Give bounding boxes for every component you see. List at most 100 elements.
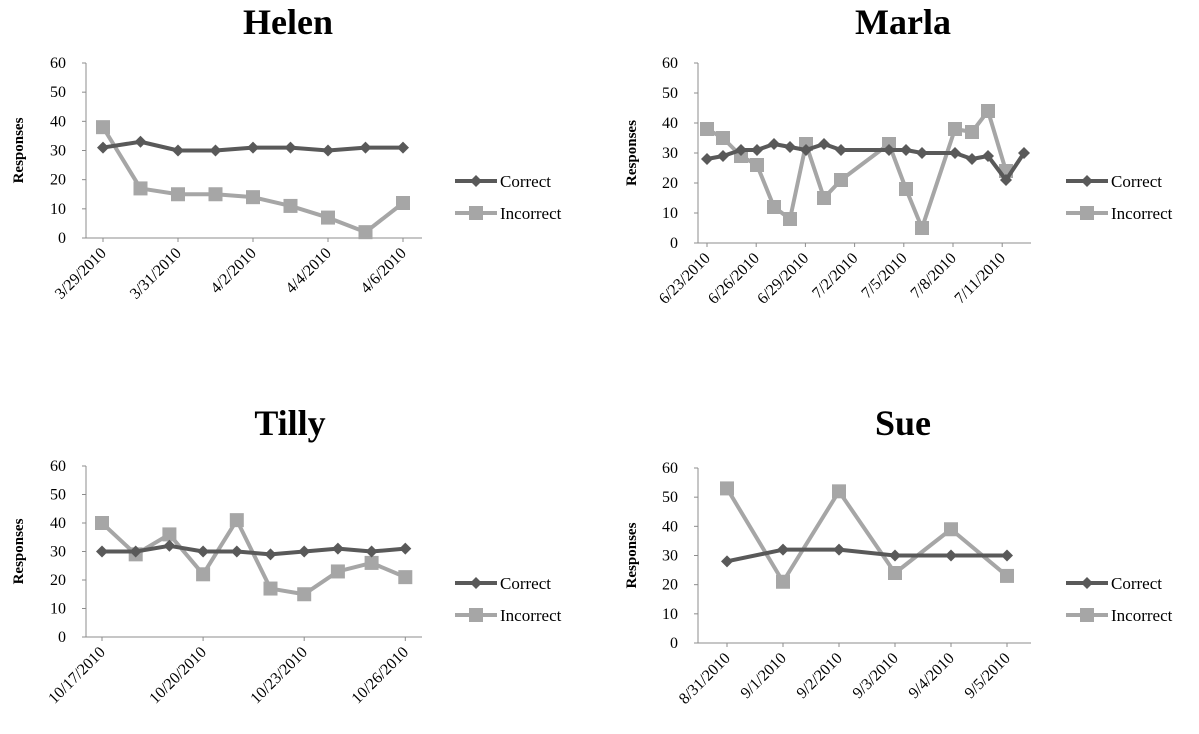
data-point-correct xyxy=(945,549,957,562)
legend-entry-incorrect: Incorrect xyxy=(455,204,562,223)
x-tick-label: 9/2/2010 xyxy=(794,650,846,702)
y-tick-label: 20 xyxy=(662,175,678,192)
x-tick-label: 10/26/2010 xyxy=(349,644,413,708)
x-tick-label: 9/5/2010 xyxy=(962,650,1014,702)
chart-title: Tilly xyxy=(254,403,325,443)
data-point-correct xyxy=(1081,577,1093,589)
data-point-correct xyxy=(247,141,259,154)
data-point-correct xyxy=(768,138,780,150)
data-point-correct xyxy=(96,545,108,558)
legend-label: Incorrect xyxy=(1111,204,1173,223)
data-point-correct xyxy=(835,144,847,156)
y-tick-label: 10 xyxy=(662,205,678,222)
chart-title: Helen xyxy=(243,2,333,42)
y-tick-label: 40 xyxy=(662,115,678,132)
data-point-correct xyxy=(777,543,789,556)
data-point-correct xyxy=(916,147,928,159)
data-point-correct xyxy=(735,144,747,156)
y-tick-label: 10 xyxy=(50,201,66,218)
x-tick-label: 10/17/2010 xyxy=(45,644,109,708)
data-point-incorrect xyxy=(229,513,244,528)
data-point-incorrect xyxy=(95,516,109,530)
series-line-incorrect xyxy=(706,109,1008,230)
legend-label: Correct xyxy=(1111,172,1162,191)
series-line-incorrect xyxy=(725,487,1009,584)
data-point-correct xyxy=(1001,549,1013,562)
data-point-correct xyxy=(751,144,763,156)
data-point-correct xyxy=(134,135,147,148)
data-point-correct xyxy=(889,549,901,562)
data-point-correct xyxy=(322,144,334,157)
series-line-incorrect xyxy=(100,518,407,597)
series-line-correct xyxy=(102,543,406,557)
y-tick-label: 30 xyxy=(662,548,678,565)
data-point-correct xyxy=(470,175,482,187)
data-point-correct xyxy=(197,545,210,558)
data-point-correct xyxy=(949,147,961,159)
y-tick-label: 50 xyxy=(662,489,678,506)
data-point-incorrect xyxy=(469,206,483,220)
y-tick-label: 0 xyxy=(670,235,678,252)
legend-entry-correct: Correct xyxy=(455,574,551,593)
y-axis-label: Responses xyxy=(11,518,27,584)
data-point-correct xyxy=(331,542,344,555)
data-point-incorrect xyxy=(1080,608,1094,622)
y-tick-label: 30 xyxy=(50,544,66,561)
data-point-incorrect xyxy=(899,182,913,196)
y-tick-label: 20 xyxy=(662,577,678,594)
chart-title: Sue xyxy=(875,403,931,443)
data-point-incorrect xyxy=(948,122,962,136)
data-point-correct xyxy=(298,545,311,558)
chart-tilly: Tilly 0 10 20 30 40 50 60 Responses 10/17/2010 10/… xyxy=(11,403,562,707)
data-point-correct xyxy=(717,150,729,162)
chart-marla: Marla 0 10 20 30 40 50 60 Responses 6/23/20106/26… xyxy=(624,2,1173,308)
data-point-correct xyxy=(721,555,733,568)
x-tick-label: 4/2/2010 xyxy=(208,245,260,297)
data-point-incorrect xyxy=(469,608,483,622)
y-tick-label: 40 xyxy=(50,515,66,532)
data-point-correct xyxy=(365,545,378,558)
y-tick-label: 60 xyxy=(662,460,678,477)
series-line-correct xyxy=(726,547,1007,564)
data-point-incorrect xyxy=(716,131,730,145)
legend-label: Correct xyxy=(500,172,551,191)
data-point-correct xyxy=(397,141,409,154)
chart-sue: Sue 0 10 20 30 40 50 60 Responses 8/31/2010 9/1/20… xyxy=(624,403,1173,708)
data-point-incorrect xyxy=(720,481,734,496)
y-axis-label: Responses xyxy=(624,522,640,588)
data-point-correct xyxy=(172,144,184,157)
data-point-correct xyxy=(982,150,994,162)
x-tick-label: 9/4/2010 xyxy=(906,650,958,702)
data-point-correct xyxy=(399,542,412,555)
x-tick-label: 7/11/2010 xyxy=(952,250,1009,307)
x-tick-label: 3/29/2010 xyxy=(52,245,110,303)
y-tick-label: 20 xyxy=(50,172,66,189)
data-point-incorrect xyxy=(1080,206,1094,220)
legend-entry-correct: Correct xyxy=(1066,172,1162,191)
data-point-incorrect xyxy=(767,200,781,214)
data-point-incorrect xyxy=(915,221,929,235)
data-point-incorrect xyxy=(888,566,902,580)
legend-entry-correct: Correct xyxy=(1066,574,1162,593)
x-tick-label: 7/5/2010 xyxy=(858,250,910,302)
data-point-incorrect xyxy=(398,570,413,585)
data-point-correct xyxy=(470,577,482,589)
data-point-correct xyxy=(230,545,243,558)
x-tick-label: 10/20/2010 xyxy=(146,644,210,708)
x-tick-label: 9/1/2010 xyxy=(738,650,790,702)
data-point-correct xyxy=(163,539,176,552)
y-tick-label: 50 xyxy=(662,85,678,102)
legend-entry-incorrect: Incorrect xyxy=(1066,204,1173,223)
x-tick-label: 6/23/2010 xyxy=(656,250,714,308)
y-tick-label: 0 xyxy=(58,629,66,646)
data-point-incorrect xyxy=(750,158,764,172)
data-point-incorrect xyxy=(162,527,177,542)
y-tick-label: 40 xyxy=(662,518,678,535)
legend-label: Incorrect xyxy=(500,204,562,223)
data-point-incorrect xyxy=(321,210,335,225)
data-point-incorrect xyxy=(1000,568,1014,583)
data-point-incorrect xyxy=(297,587,312,602)
legend-label: Correct xyxy=(1111,574,1162,593)
x-tick-label: 9/3/2010 xyxy=(850,650,902,702)
